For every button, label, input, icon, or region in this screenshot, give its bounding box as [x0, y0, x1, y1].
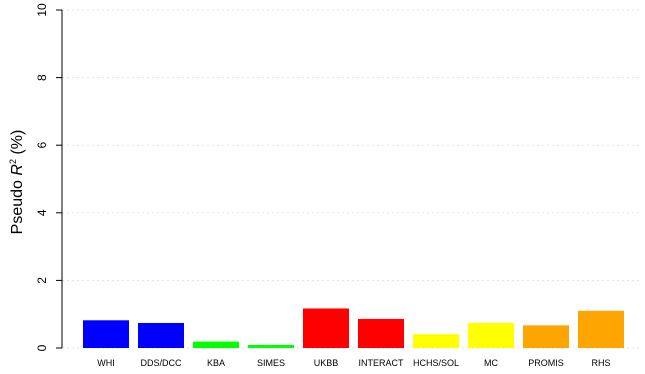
gridlines — [62, 9, 640, 349]
x-tick-label-kba: KBA — [207, 358, 225, 368]
x-tick-label-mc: MC — [484, 358, 498, 368]
y-axis-title-var: R — [9, 164, 26, 176]
y-tick-label-4: 8 — [35, 74, 49, 81]
x-tick-label-interact: INTERACT — [359, 358, 405, 368]
x-tick-label-hchs-sol: HCHS/SOL — [413, 358, 459, 368]
x-tick-label-promis: PROMIS — [528, 358, 564, 368]
bar-promis — [523, 325, 569, 348]
x-tick-label-whi: WHI — [97, 358, 115, 368]
bar-kba — [193, 341, 239, 348]
y-axis-title-suffix: (%) — [9, 130, 26, 159]
y-ticks: 0 2 4 6 8 10 — [35, 3, 62, 351]
x-tick-label-simes: SIMES — [257, 358, 285, 368]
bar-interact — [358, 318, 404, 348]
x-tick-label-dds-dcc: DDS/DCC — [140, 358, 182, 368]
x-tick-label-rhs: RHS — [591, 358, 610, 368]
bar-ukbb — [303, 308, 349, 348]
bar-hchs-sol — [413, 334, 459, 348]
bars — [83, 308, 624, 348]
x-tick-label-ukbb: UKBB — [314, 358, 339, 368]
bar-dds-dcc — [138, 322, 184, 348]
y-axis-title: Pseudo R2 (%) — [8, 130, 26, 235]
y-tick-label-3: 6 — [35, 142, 49, 149]
y-axis-title-prefix: Pseudo — [9, 176, 26, 235]
bar-mc — [468, 322, 514, 348]
y-axis-title-sup: 2 — [8, 159, 18, 164]
y-tick-label-2: 4 — [35, 209, 49, 216]
bar-rhs — [578, 310, 624, 348]
y-tick-label-0: 0 — [35, 344, 49, 351]
y-tick-label-5: 10 — [35, 3, 49, 17]
bar-whi — [83, 320, 129, 348]
y-tick-label-1: 2 — [35, 277, 49, 284]
bar-simes — [248, 344, 294, 348]
x-tick-labels: WHI DDS/DCC KBA SIMES UKBB INTERACT HCHS/SOL MC… — [97, 358, 610, 368]
